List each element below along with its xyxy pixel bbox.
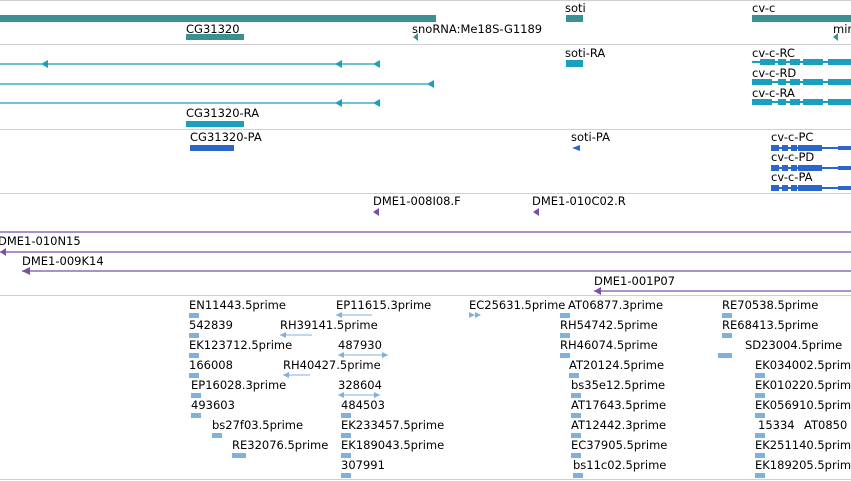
- est-label[interactable]: RH54742.5prime: [560, 318, 658, 332]
- transcript-label[interactable]: CG31320-RA: [186, 106, 260, 120]
- est-label[interactable]: RH39141.5prime: [280, 318, 378, 332]
- clone-label[interactable]: DME1-001P07: [594, 274, 676, 288]
- transcript-cv-c-RD[interactable]: [752, 79, 851, 85]
- est-label[interactable]: RE32076.5prime: [232, 438, 329, 452]
- est-label[interactable]: EN11443.5prime: [189, 298, 286, 312]
- cds-CG31320-PA[interactable]: [190, 145, 234, 151]
- cds-label[interactable]: cv-c-PD: [771, 150, 815, 164]
- est-label[interactable]: AT12442.3prime: [571, 418, 667, 432]
- transcript-CG31320-RA[interactable]: [186, 121, 244, 127]
- gene-label[interactable]: soti: [565, 1, 586, 15]
- est-label[interactable]: EC37905.5prime: [571, 438, 668, 452]
- clone-DME1-010N15[interactable]: [0, 248, 6, 256]
- est-label[interactable]: EP11615.3prime: [336, 298, 432, 312]
- gene-label[interactable]: mir: [833, 22, 851, 36]
- clone-label[interactable]: DME1-010N15: [0, 234, 81, 248]
- est-label[interactable]: SD23004.5prime: [745, 338, 843, 352]
- est-label[interactable]: EK123712.5prime: [189, 338, 293, 352]
- transcript-label[interactable]: soti-RA: [565, 46, 606, 60]
- est-label[interactable]: 15334: [758, 418, 795, 432]
- est-label[interactable]: AT20124.5prime: [569, 358, 665, 372]
- transcript-label[interactable]: cv-c-RA: [752, 86, 795, 100]
- est-label[interactable]: 307991: [341, 458, 385, 472]
- est-label[interactable]: AT0850: [804, 418, 848, 432]
- gene-label[interactable]: cv-c: [752, 1, 776, 15]
- est-label[interactable]: EK010220.5prime: [755, 378, 851, 392]
- track-separator: [0, 44, 851, 45]
- gene-soti-bar[interactable]: [566, 15, 583, 22]
- est-label[interactable]: 166008: [189, 358, 233, 372]
- est-label[interactable]: EK056910.5prime: [755, 398, 851, 412]
- est-label[interactable]: EP16028.3prime: [191, 378, 287, 392]
- transcript-cv-c-RC[interactable]: [752, 59, 851, 65]
- est-label[interactable]: bs35e12.5prime: [571, 378, 666, 392]
- clone-DME1-001P07[interactable]: [594, 287, 601, 295]
- transcript-label[interactable]: cv-c-RD: [752, 66, 797, 80]
- est-label[interactable]: RH46074.5prime: [560, 338, 658, 352]
- est-glyphs[interactable]: [189, 312, 765, 478]
- gene-label[interactable]: snoRNA:Me18S-G1189: [412, 22, 543, 36]
- track-separator: [0, 0, 851, 1]
- clone-DME1-010C02R[interactable]: [533, 208, 539, 216]
- track-separator: [0, 193, 851, 194]
- transcript-soti-RA[interactable]: [566, 60, 583, 67]
- est-label[interactable]: 484503: [341, 398, 385, 412]
- est-label[interactable]: bs11c02.5prime: [573, 458, 667, 472]
- clone-label[interactable]: DME1-008I08.F: [373, 194, 461, 208]
- gene-snoRNA-glyph[interactable]: [413, 33, 418, 41]
- track-separator: [0, 295, 851, 296]
- est-label[interactable]: 542839: [189, 318, 233, 332]
- cds-label[interactable]: CG31320-PA: [190, 130, 262, 144]
- est-label[interactable]: RE68413.5prime: [722, 318, 819, 332]
- est-label[interactable]: EK189205.5prime: [755, 458, 851, 472]
- cds-soti-PA[interactable]: [572, 145, 580, 151]
- track-separator: [0, 479, 851, 480]
- gene-CG31320-block[interactable]: [186, 34, 244, 40]
- transcript-label[interactable]: cv-c-RC: [752, 46, 795, 60]
- clone-DME1-008I08F[interactable]: [373, 208, 379, 216]
- est-label[interactable]: 487930: [338, 338, 382, 352]
- gene-cv-c-bar[interactable]: [752, 15, 851, 22]
- clone-label[interactable]: DME1-010C02.R: [532, 194, 626, 208]
- est-label[interactable]: RE70538.5prime: [722, 298, 819, 312]
- gene-mir-glyph[interactable]: [833, 33, 838, 41]
- est-label[interactable]: EK233457.5prime: [341, 418, 445, 432]
- cds-label[interactable]: cv-c-PC: [771, 130, 814, 144]
- est-label[interactable]: EK189043.5prime: [341, 438, 445, 452]
- est-label[interactable]: AT17643.5prime: [571, 398, 667, 412]
- gene-CG31320-bar[interactable]: [0, 15, 436, 22]
- est-label[interactable]: EK034002.5prime: [755, 358, 851, 372]
- transcript-cv-c-RA[interactable]: [752, 99, 851, 105]
- cds-label[interactable]: soti-PA: [571, 130, 610, 144]
- est-label[interactable]: EK251140.5prime: [755, 438, 851, 452]
- est-label[interactable]: RH40427.5prime: [283, 358, 381, 372]
- cds-label[interactable]: cv-c-PA: [771, 170, 813, 184]
- est-label[interactable]: 493603: [191, 398, 235, 412]
- clone-label[interactable]: DME1-009K14: [22, 254, 104, 268]
- cds-cv-c-PD[interactable]: [771, 165, 851, 171]
- est-label[interactable]: 328604: [338, 378, 382, 392]
- clone-DME1-009K14[interactable]: [22, 267, 30, 275]
- track-separator: [0, 129, 851, 130]
- cds-cv-c-PC[interactable]: [771, 145, 851, 151]
- est-label[interactable]: bs27f03.5prime: [212, 418, 304, 432]
- gene-label[interactable]: CG31320: [186, 22, 240, 36]
- cds-cv-c-PA[interactable]: [771, 185, 851, 191]
- est-label[interactable]: EC25631.5prime: [469, 298, 566, 312]
- est-label[interactable]: AT06877.3prime: [568, 298, 664, 312]
